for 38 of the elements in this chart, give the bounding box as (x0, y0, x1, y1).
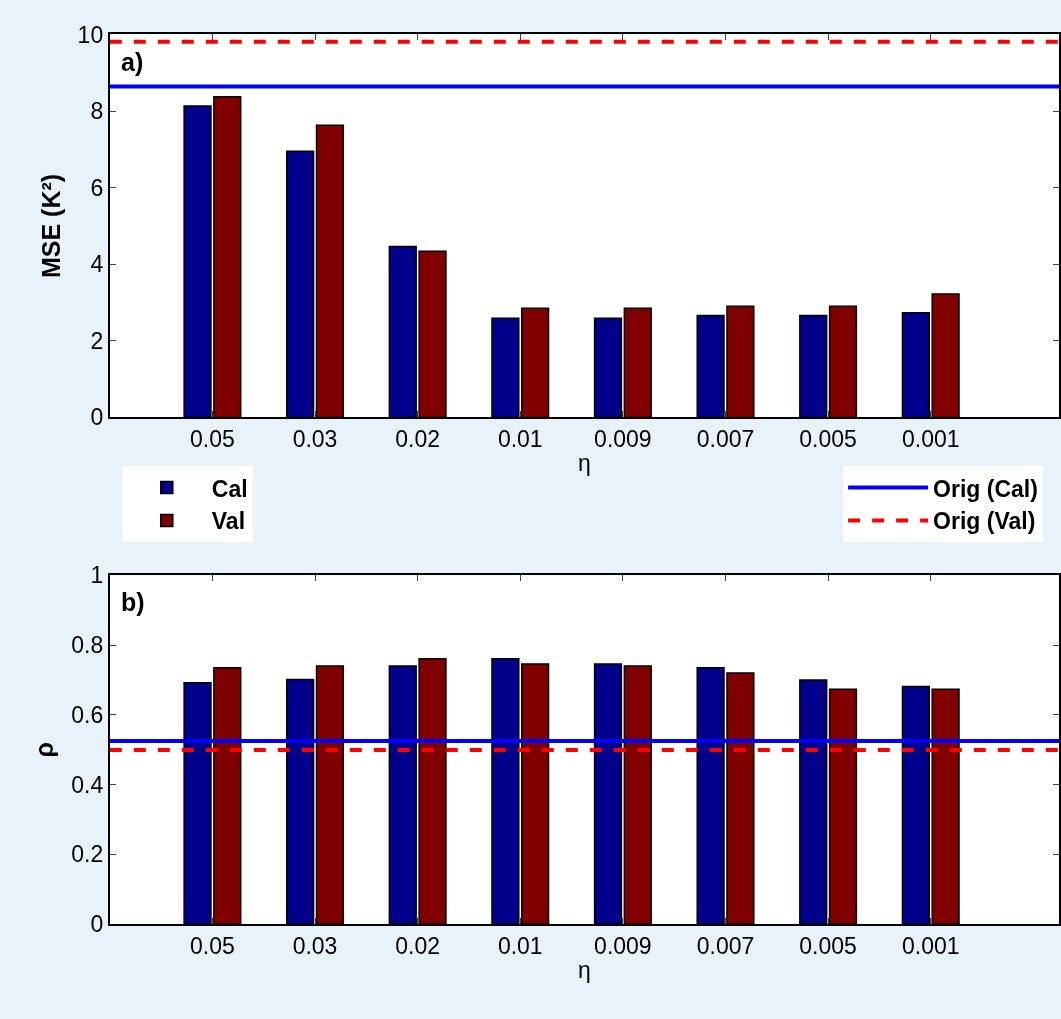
x-tick-label: 0.005 (799, 932, 857, 959)
x-tick-label: 0.02 (395, 426, 441, 453)
y-tick-label: 0.6 (71, 701, 104, 728)
x-tick-label: 0.05 (190, 932, 235, 959)
x-tick-label: 0.01 (497, 932, 543, 959)
legend-label: Val (211, 508, 246, 535)
y-tick-label: 1 (90, 562, 104, 589)
legend-label: Cal (211, 475, 248, 502)
y-tick-label: 8 (90, 98, 104, 125)
y-tick-label: 2 (90, 327, 104, 354)
x-tick-label: 0.05 (190, 426, 235, 453)
annotation: b) (121, 588, 145, 616)
y-tick-label: 0 (90, 404, 104, 431)
y-tick-label: 0.2 (71, 841, 104, 868)
x-axis-title: η (578, 956, 591, 983)
x-tick-label: 0.01 (497, 426, 543, 453)
y-tick-label: 4 (90, 251, 104, 278)
x-tick-label: 0.009 (594, 932, 652, 959)
y-tick-label: 0.4 (71, 771, 104, 798)
legend-label: Orig (Cal) (933, 475, 1038, 502)
x-tick-label: 0.007 (696, 426, 755, 453)
y-tick-label: 0 (90, 911, 104, 938)
annotation: a) (121, 48, 144, 76)
x-tick-label: 0.03 (292, 932, 338, 959)
x-tick-label: 0.02 (395, 932, 441, 959)
x-tick-label: 0.009 (594, 426, 652, 453)
y-tick-label: 0.8 (71, 632, 104, 659)
legend-label: Orig (Val) (933, 508, 1036, 535)
x-axis-title: η (578, 450, 591, 477)
x-tick-label: 0.007 (696, 932, 755, 959)
x-tick-label: 0.005 (799, 426, 857, 453)
y-tick-label: 10 (77, 21, 104, 48)
y-axis-title: MSE (K²) (36, 173, 65, 278)
y-axis-title: ρ (30, 741, 59, 758)
x-tick-label: 0.03 (292, 426, 338, 453)
x-tick-label: 0.001 (901, 932, 960, 959)
x-tick-label: 0.001 (901, 426, 960, 453)
y-tick-label: 6 (90, 174, 104, 201)
